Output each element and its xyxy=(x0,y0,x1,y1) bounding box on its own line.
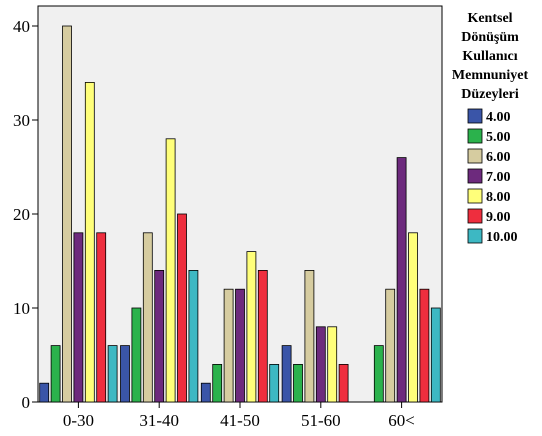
bar-60<-8.00 xyxy=(408,232,418,403)
bar-31-40-9.00 xyxy=(177,213,187,403)
bar-41-50-6.00 xyxy=(223,288,234,403)
bar-0-30-4.00 xyxy=(39,382,50,403)
bar-51-60-8.00 xyxy=(327,326,338,403)
legend-label: 10.00 xyxy=(486,230,518,245)
legend-swatch-7.00 xyxy=(467,168,483,184)
bar-60<-5.00 xyxy=(373,345,384,403)
legend-title-line: Kullanıcı xyxy=(462,49,517,64)
bar-51-60-9.00 xyxy=(338,363,349,403)
legend-title-line: Kentsel xyxy=(467,11,512,26)
bar-0-30-6.00 xyxy=(62,25,72,403)
x-tick-label: 31-40 xyxy=(139,411,179,430)
bar-31-40-8.00 xyxy=(165,138,176,403)
y-tick-label: 30 xyxy=(13,111,30,130)
bar-31-40-10.00 xyxy=(188,269,199,403)
bar-41-50-9.00 xyxy=(257,269,268,403)
legend-swatch-8.00 xyxy=(467,188,483,204)
legend-label: 5.00 xyxy=(486,130,511,145)
bar-31-40-5.00 xyxy=(131,307,142,403)
bar-41-50-7.00 xyxy=(235,288,245,403)
legend-swatch-10.00 xyxy=(467,228,483,244)
x-tick-label: 41-50 xyxy=(220,411,260,430)
bar-51-60-7.00 xyxy=(315,326,326,403)
bar-41-50-5.00 xyxy=(212,363,223,403)
bar-51-60-6.00 xyxy=(304,269,315,403)
y-tick-label: 10 xyxy=(13,299,30,318)
bar-60<-7.00 xyxy=(396,157,407,403)
legend: Kentsel Dönüşüm Kullanıcı Memnuniyet Düzeyle… xyxy=(452,11,529,245)
legend-label: 9.00 xyxy=(486,210,511,225)
bar-60<-9.00 xyxy=(419,288,430,403)
x-tick-label: 60< xyxy=(388,411,415,430)
y-tick-label: 20 xyxy=(13,205,30,224)
bar-51-60-5.00 xyxy=(293,363,303,403)
legend-swatch-9.00 xyxy=(467,208,483,224)
y-axis: 0 10 20 30 40 xyxy=(13,17,38,412)
legend-title-line: Düzeyleri xyxy=(461,87,519,102)
legend-label: 6.00 xyxy=(486,150,511,165)
bar-0-30-9.00 xyxy=(96,232,107,403)
bars-group xyxy=(39,25,441,403)
bar-31-40-7.00 xyxy=(154,269,165,403)
x-tick-label: 0-30 xyxy=(63,411,94,430)
bar-0-30-10.00 xyxy=(107,345,118,403)
bar-31-40-4.00 xyxy=(120,345,130,403)
legend-swatch-4.00 xyxy=(467,108,483,124)
legend-swatch-5.00 xyxy=(467,128,483,144)
legend-label: 8.00 xyxy=(486,190,511,205)
x-tick-label: 51-60 xyxy=(301,411,341,430)
bar-0-30-7.00 xyxy=(73,232,84,403)
y-tick-label: 0 xyxy=(22,393,31,412)
y-tick-label: 40 xyxy=(13,17,30,36)
x-axis: 0-30 31-40 41-50 51-60 60< xyxy=(63,402,415,430)
bar-31-40-6.00 xyxy=(142,232,153,403)
bar-41-50-10.00 xyxy=(269,363,280,403)
legend-swatch-6.00 xyxy=(467,148,483,164)
bar-0-30-5.00 xyxy=(50,345,61,403)
legend-title-line: Memnuniyet xyxy=(452,68,529,83)
bar-60<-6.00 xyxy=(385,288,396,403)
legend-label: 7.00 xyxy=(486,170,511,185)
bar-0-30-8.00 xyxy=(84,82,95,403)
legend-title-line: Dönüşüm xyxy=(461,30,519,45)
legend-label: 4.00 xyxy=(486,110,511,125)
bar-51-60-4.00 xyxy=(281,345,292,403)
bar-41-50-4.00 xyxy=(200,382,211,403)
bar-41-50-8.00 xyxy=(246,251,257,403)
bar-60<-10.00 xyxy=(430,307,441,403)
